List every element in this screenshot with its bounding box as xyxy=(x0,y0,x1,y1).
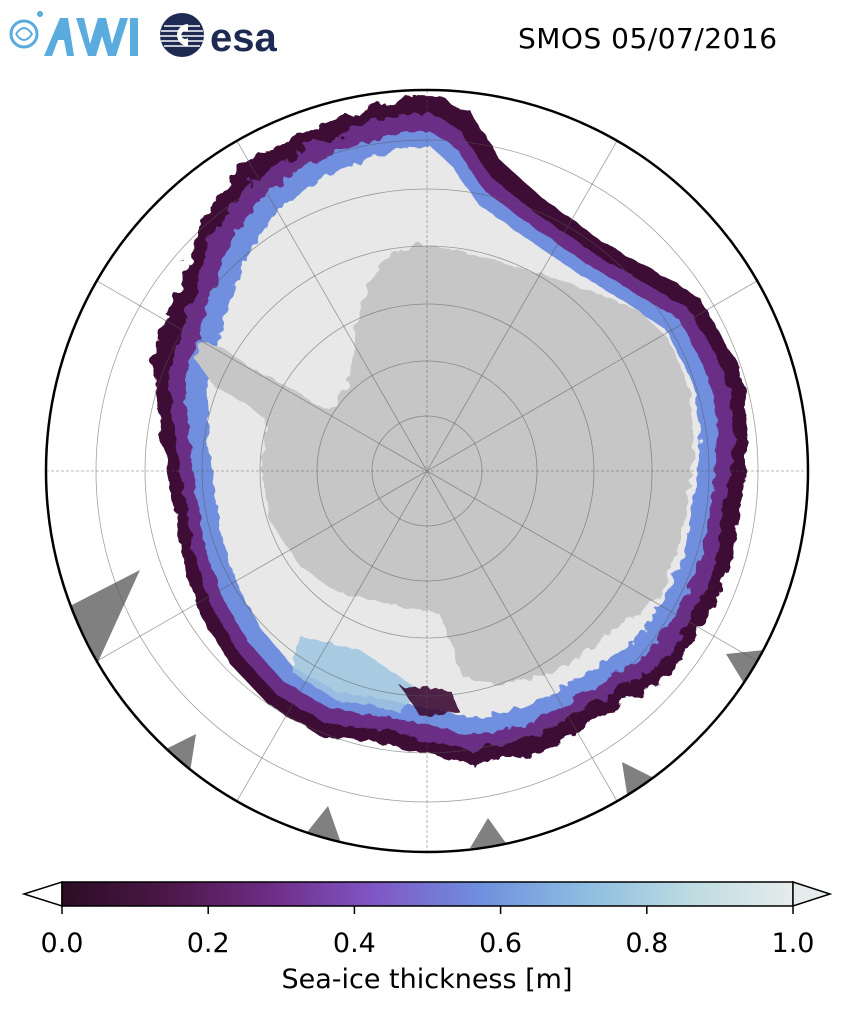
missing-data xyxy=(70,570,764,848)
meridians xyxy=(46,90,808,852)
colorbar-tick-label: 0.6 xyxy=(479,928,522,959)
colorbar-tick-label: 0.0 xyxy=(41,928,84,959)
awi-logo xyxy=(9,11,138,56)
colorbar-label: Sea-ice thickness [m] xyxy=(281,964,573,995)
colorbar-tick-label: 1.0 xyxy=(772,928,815,959)
esa-logo: esa xyxy=(160,13,277,60)
colorbar-extend-low xyxy=(21,880,63,908)
antarctic-map xyxy=(44,88,810,854)
colorbar-gradient xyxy=(61,881,794,907)
colorbar-tick-label: 0.2 xyxy=(187,928,230,959)
ice-patch-thin xyxy=(400,686,460,716)
colorbar-extend-high xyxy=(792,880,833,908)
map-boundary xyxy=(44,88,810,854)
colorbar: 0.0 0.2 0.4 0.6 0.8 1.0 xyxy=(21,880,833,959)
antarctica-land xyxy=(196,244,694,686)
map-title: SMOS 05/07/2016 xyxy=(518,22,778,55)
colorbar-tick-label: 0.8 xyxy=(625,928,668,959)
svg-text:esa: esa xyxy=(210,16,277,60)
logo-group: esa xyxy=(9,11,277,60)
colorbar-tick-label: 0.4 xyxy=(333,928,376,959)
